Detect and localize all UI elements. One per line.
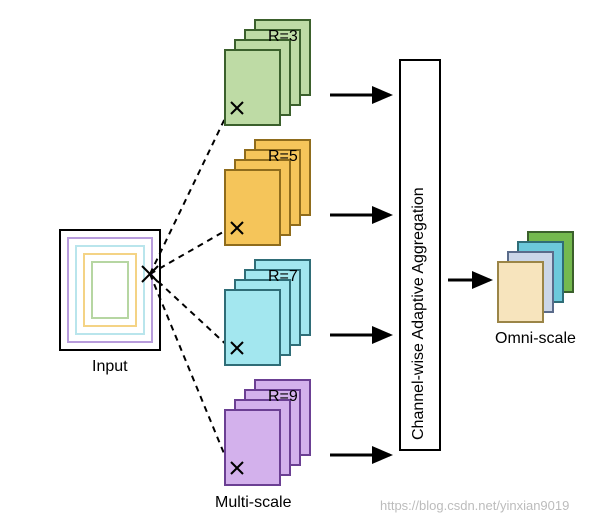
r7-label: R=7	[268, 268, 298, 286]
omni-scale-label: Omni-scale	[495, 330, 576, 348]
aggregation-label: Channel-wise Adaptive Aggregation	[410, 70, 428, 440]
dashed-connector	[150, 274, 230, 468]
omni-scale-card	[498, 262, 543, 322]
dashed-connector	[150, 274, 230, 348]
stack-card-r7	[225, 290, 280, 365]
stack-card-r3	[225, 50, 280, 125]
r5-label: R=5	[268, 148, 298, 166]
multi-scale-label: Multi-scale	[215, 494, 291, 512]
r3-label: R=3	[268, 28, 298, 46]
stack-card-r9	[225, 410, 280, 485]
dashed-connector	[150, 108, 230, 274]
watermark: https://blog.csdn.net/yinxian9019	[380, 498, 569, 513]
input-label: Input	[92, 358, 128, 376]
r9-label: R=9	[268, 388, 298, 406]
stack-card-r5	[225, 170, 280, 245]
